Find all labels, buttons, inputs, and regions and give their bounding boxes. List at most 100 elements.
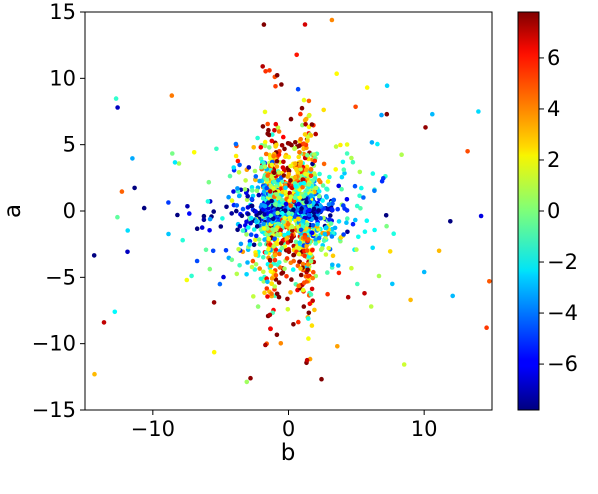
scatter-point [248, 232, 254, 237]
scatter-point [289, 142, 294, 148]
scatter-point [274, 73, 280, 78]
scatter-point [372, 227, 377, 233]
scatter-point [251, 227, 257, 232]
scatter-point [301, 97, 307, 103]
scatter-point [306, 113, 312, 119]
scatter-point [303, 116, 309, 122]
scatter-point [253, 177, 258, 183]
scatter-point [362, 291, 367, 296]
scatter-point [184, 277, 190, 283]
scatter-point [264, 185, 270, 191]
scatter-point [345, 216, 350, 221]
scatter-point [301, 141, 307, 146]
scatter-point [272, 179, 277, 185]
scatter-point [253, 209, 258, 214]
scatter-point [276, 170, 282, 175]
scatter-point [302, 253, 308, 259]
scatter-point [130, 156, 135, 161]
scatter-point [359, 185, 364, 191]
y-axis-label: a [0, 204, 26, 218]
scatter-point [292, 174, 298, 180]
scatter-point [262, 212, 268, 217]
scatter-point [341, 203, 346, 208]
scatter-point [310, 178, 316, 183]
scatter-point [308, 173, 314, 179]
scatter-point [191, 150, 197, 155]
scatter-point [391, 231, 397, 236]
scatter-point [308, 193, 314, 198]
scatter-point [317, 193, 322, 199]
scatter-point [261, 22, 267, 27]
scatter-point [370, 245, 376, 251]
scatter-point [300, 261, 306, 267]
scatter-point [271, 170, 277, 175]
scatter-point [325, 206, 331, 212]
scatter-point [311, 200, 316, 206]
scatter-point [421, 269, 427, 275]
scatter-point [309, 230, 315, 236]
scatter-point [242, 187, 248, 192]
scatter-point [236, 170, 242, 175]
scatter-point [285, 221, 291, 227]
scatter-point [484, 325, 489, 331]
scatter-point [257, 242, 263, 247]
scatter-point [275, 210, 281, 216]
colorbar-tick-label: 2 [547, 148, 560, 172]
scatter-point [277, 260, 282, 265]
scatter-point [300, 219, 306, 224]
scatter-point [273, 121, 279, 127]
scatter-point [245, 260, 250, 265]
scatter-point [269, 276, 275, 281]
scatter-point [316, 235, 322, 241]
scatter-point [291, 207, 296, 212]
scatter-point [321, 161, 327, 167]
scatter-point [277, 202, 283, 208]
scatter-point [436, 248, 442, 254]
scatter-point [305, 262, 311, 267]
scatter-point [324, 186, 329, 192]
scatter-point [237, 162, 242, 168]
scatter-point [334, 71, 340, 76]
scatter-point [233, 153, 239, 159]
scatter-point [300, 184, 305, 190]
scatter-point [323, 225, 328, 231]
scatter-point [352, 183, 358, 189]
scatter-point [298, 266, 303, 271]
scatter-point [229, 211, 234, 216]
scatter-point [289, 235, 295, 241]
scatter-point [296, 319, 301, 325]
scatter-point [358, 206, 363, 211]
scatter-point [330, 207, 335, 213]
scatter-point [294, 166, 299, 172]
scatter-point [270, 132, 275, 137]
scatter-point [350, 221, 356, 227]
scatter-point [465, 149, 470, 154]
scatter-point [279, 245, 285, 251]
scatter-point [423, 125, 428, 130]
scatter-point [262, 139, 268, 145]
scatter-point [353, 217, 358, 223]
scatter-point [315, 222, 320, 227]
scatter-point [357, 193, 362, 199]
scatter-point [313, 131, 319, 137]
scatter-point [313, 241, 319, 246]
y-tick-label: 15 [49, 0, 76, 24]
x-axis-ticks: −10 0 10 [131, 410, 438, 441]
scatter-point [255, 135, 260, 141]
scatter-point [272, 284, 278, 289]
scatter-point [288, 194, 294, 199]
scatter-point [291, 258, 297, 264]
scatter-point [297, 259, 303, 265]
scatter-point [279, 143, 285, 148]
scatter-point [229, 257, 235, 263]
scatter-point [312, 152, 317, 157]
scatter-point [319, 376, 324, 382]
scatter-point [321, 107, 327, 113]
scatter-point [328, 213, 333, 218]
scatter-point [261, 254, 266, 260]
scatter-point [376, 273, 382, 279]
scatter-point [303, 122, 308, 127]
scatter-point [206, 179, 212, 185]
scatter-point [308, 258, 314, 264]
scatter-point [296, 251, 302, 257]
